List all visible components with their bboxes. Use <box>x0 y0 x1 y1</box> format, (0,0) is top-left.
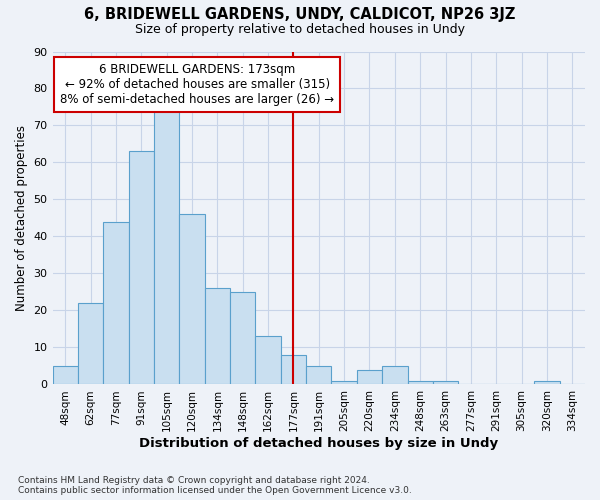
Bar <box>357 370 382 384</box>
Bar <box>281 355 306 384</box>
Text: Contains HM Land Registry data © Crown copyright and database right 2024.
Contai: Contains HM Land Registry data © Crown c… <box>18 476 412 495</box>
Bar <box>382 366 407 384</box>
Text: 6 BRIDEWELL GARDENS: 173sqm
← 92% of detached houses are smaller (315)
8% of sem: 6 BRIDEWELL GARDENS: 173sqm ← 92% of det… <box>60 62 334 106</box>
Bar <box>230 292 256 384</box>
Bar <box>205 288 230 384</box>
Bar <box>179 214 205 384</box>
Bar <box>534 381 560 384</box>
Bar <box>78 303 103 384</box>
Bar <box>154 110 179 384</box>
Bar <box>433 381 458 384</box>
Bar <box>103 222 128 384</box>
Bar <box>256 336 281 384</box>
Bar <box>306 366 331 384</box>
Bar <box>128 152 154 384</box>
Text: 6, BRIDEWELL GARDENS, UNDY, CALDICOT, NP26 3JZ: 6, BRIDEWELL GARDENS, UNDY, CALDICOT, NP… <box>85 8 515 22</box>
Bar <box>331 381 357 384</box>
Y-axis label: Number of detached properties: Number of detached properties <box>15 125 28 311</box>
Bar <box>407 381 433 384</box>
Bar <box>53 366 78 384</box>
X-axis label: Distribution of detached houses by size in Undy: Distribution of detached houses by size … <box>139 437 499 450</box>
Text: Size of property relative to detached houses in Undy: Size of property relative to detached ho… <box>135 22 465 36</box>
